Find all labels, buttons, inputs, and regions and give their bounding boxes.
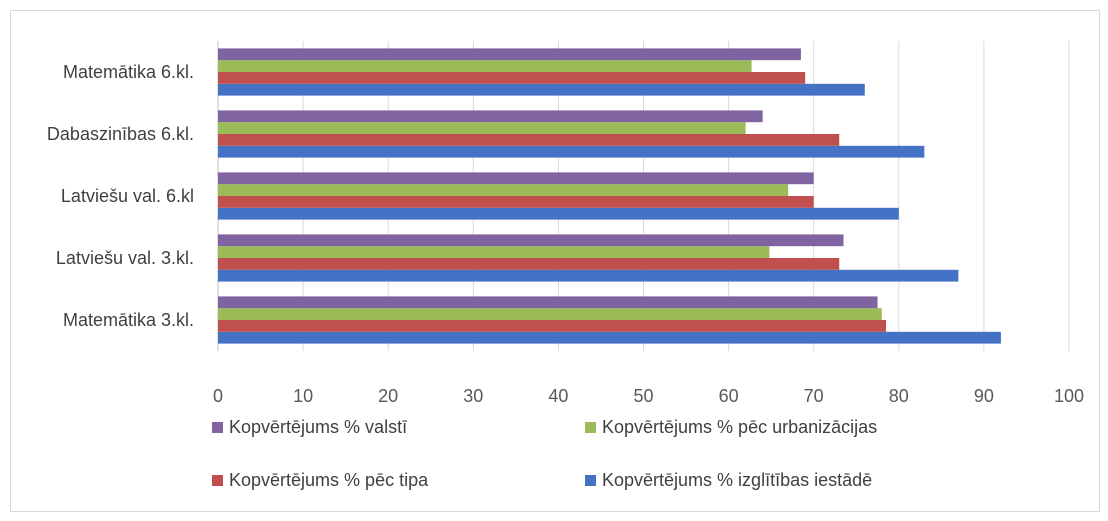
legend-label-0: Kopvērtējums % izglītības iestādē (602, 470, 872, 490)
bar-1-0 (218, 269, 959, 282)
legend-swatch-1 (212, 475, 223, 486)
bar-2-2 (218, 184, 789, 196)
bar-2-0 (218, 207, 899, 220)
x-tick-label-6: 60 (719, 386, 739, 406)
legend-label-3: Kopvērtējums % valstī (229, 417, 407, 437)
bar-4-0 (218, 83, 865, 96)
x-tick-label-10: 100 (1054, 386, 1084, 406)
bar-1-1 (218, 258, 840, 270)
legend-swatch-3 (212, 422, 223, 433)
bar-0-1 (218, 320, 887, 332)
x-tick-label-2: 20 (378, 386, 398, 406)
x-tick-label-1: 10 (293, 386, 313, 406)
category-label-1: Latviešu val. 3.kl. (56, 248, 194, 268)
bar-0-0 (218, 331, 1001, 344)
x-tick-label-4: 40 (548, 386, 568, 406)
category-label-0: Matemātika 3.kl. (63, 310, 194, 330)
bar-3-1 (218, 134, 840, 146)
chart-frame: 0 10 20 30 40 50 60 70 80 90 100 Matemātika 3.kl. La… (10, 10, 1100, 512)
category-label-4: Matemātika 6.kl. (63, 62, 194, 82)
category-label-2: Latviešu val. 6.kl (61, 186, 194, 206)
x-tick-label-5: 50 (633, 386, 653, 406)
legend-swatch-0 (585, 475, 596, 486)
bar-4-3 (218, 48, 801, 61)
bar-2-3 (218, 172, 814, 185)
x-tick-label-9: 90 (974, 386, 994, 406)
bar-0-3 (218, 296, 878, 309)
bar-4-1 (218, 72, 806, 84)
bar-3-2 (218, 122, 746, 134)
bar-1-2 (218, 246, 770, 258)
x-tick-label-7: 70 (804, 386, 824, 406)
bar-1-3 (218, 234, 844, 247)
bar-3-3 (218, 110, 763, 123)
bar-0-2 (218, 308, 882, 320)
x-tick-label-0: 0 (213, 386, 223, 406)
bar-3-0 (218, 145, 925, 158)
x-tick-label-8: 80 (889, 386, 909, 406)
bar-chart: 0 10 20 30 40 50 60 70 80 90 100 Matemātika 3.kl. La… (47, 41, 1084, 490)
bar-4-2 (218, 60, 752, 72)
bar-2-1 (218, 196, 814, 208)
legend-label-2: Kopvērtējums % pēc urbanizācijas (602, 417, 877, 437)
legend-swatch-2 (585, 422, 596, 433)
category-label-3: Dabaszinības 6.kl. (47, 124, 194, 144)
x-tick-label-3: 30 (463, 386, 483, 406)
legend-label-1: Kopvērtējums % pēc tipa (229, 470, 429, 490)
